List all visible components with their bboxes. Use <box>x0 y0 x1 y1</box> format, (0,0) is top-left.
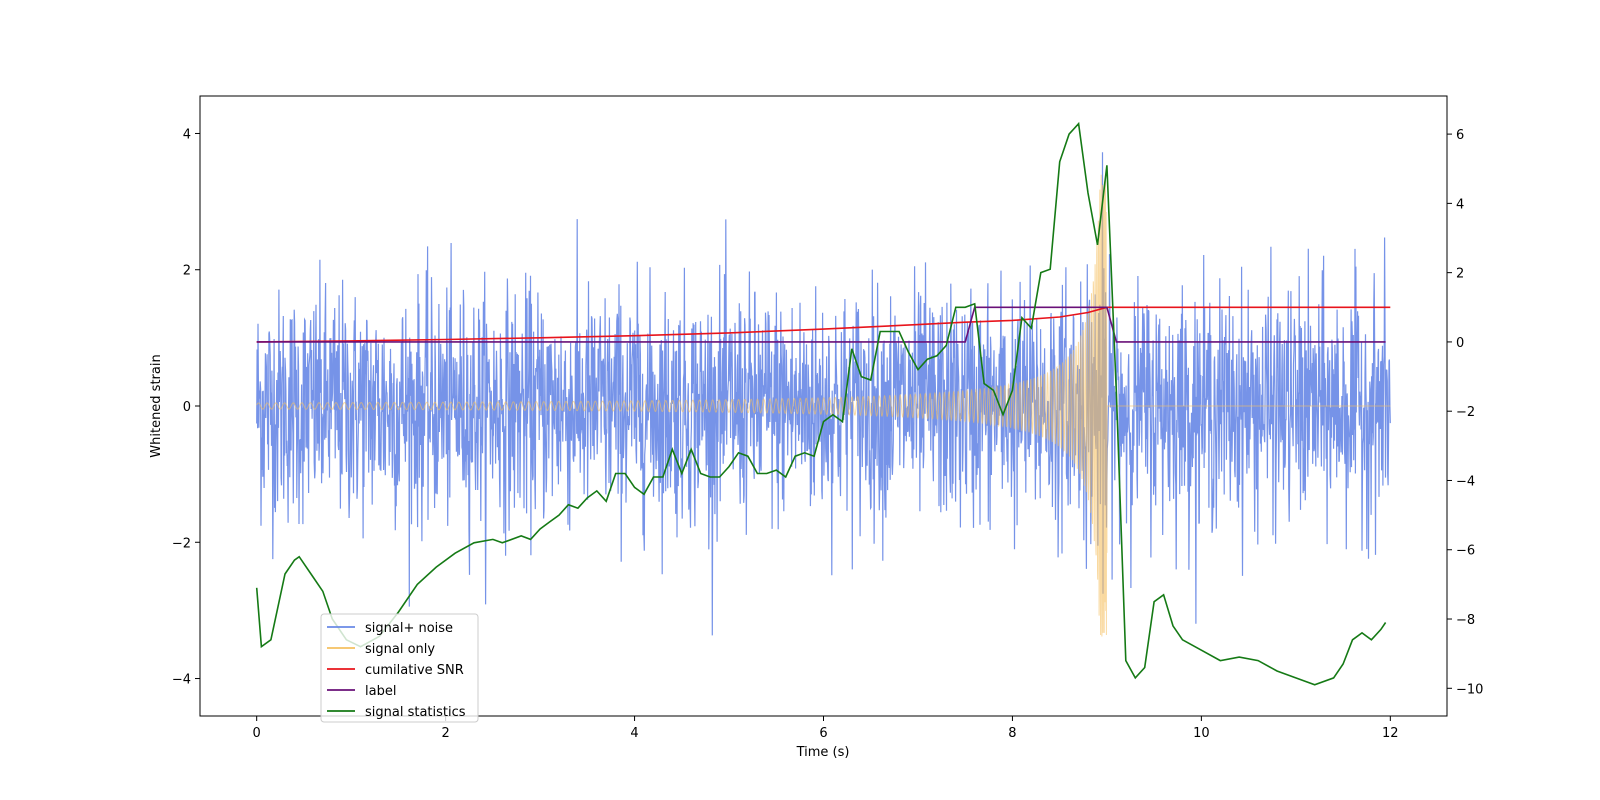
y2-tick-label: 4 <box>1456 197 1464 212</box>
y-tick-label: −4 <box>172 673 191 688</box>
y2-tick-label: 6 <box>1456 128 1464 143</box>
x-tick-label: 8 <box>1008 726 1016 741</box>
y2-tick-label: 0 <box>1456 336 1464 351</box>
y-axis-left: −4 −2 0 2 4 <box>172 127 200 688</box>
x-tick-label: 4 <box>630 726 638 741</box>
x-tick-label: 12 <box>1382 726 1399 741</box>
y-tick-label: 0 <box>183 400 191 415</box>
x-axis-label: Time (s) <box>796 745 850 760</box>
x-tick-label: 10 <box>1193 726 1210 741</box>
legend-label: signal+ noise <box>365 621 453 636</box>
y2-tick-label: 2 <box>1456 267 1464 282</box>
y2-tick-label: −8 <box>1456 613 1475 628</box>
y-axis-label: Whitened strain <box>149 354 164 457</box>
legend-frame <box>320 613 479 723</box>
series-signal-statistics <box>255 121 1387 686</box>
y-tick-label: 2 <box>183 264 191 279</box>
y-tick-label: 4 <box>183 127 191 142</box>
y2-tick-label: −10 <box>1456 682 1483 697</box>
series-signal-only <box>256 174 1391 637</box>
y2-tick-label: −6 <box>1456 544 1475 559</box>
legend-label: signal statistics <box>365 705 466 720</box>
series-signal-noise <box>256 152 1391 636</box>
y-axis-right: −10 −8 −6 −4 −2 0 2 4 6 <box>1447 128 1483 697</box>
legend-label: signal only <box>365 642 435 657</box>
x-tick-label: 2 <box>441 726 449 741</box>
series-cumulative-snr <box>256 306 1391 343</box>
legend-label: cumilative SNR <box>365 663 464 678</box>
y2-tick-label: −2 <box>1456 405 1475 420</box>
series-label <box>256 306 1386 343</box>
y2-tick-label: −4 <box>1456 474 1475 489</box>
x-tick-label: 0 <box>253 726 261 741</box>
legend-label: label <box>365 684 396 699</box>
series-layer <box>255 121 1391 686</box>
legend: signal+ noise signal only cumilative SNR la… <box>320 613 479 723</box>
y-tick-label: −2 <box>172 536 191 551</box>
x-tick-label: 6 <box>819 726 827 741</box>
